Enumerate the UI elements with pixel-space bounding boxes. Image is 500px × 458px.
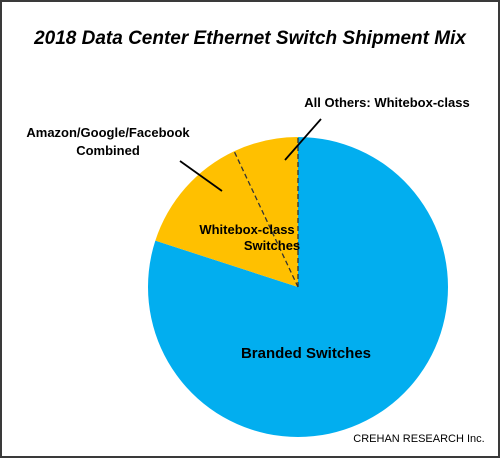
slice-divider-dashed xyxy=(233,150,299,288)
source-credit: CREHAN RESEARCH Inc. xyxy=(353,433,484,445)
slice-amazon-google-facebook xyxy=(155,151,298,287)
annotation-amazon-line1: Amazon/Google/Facebook xyxy=(26,125,190,140)
leader-line-amazon xyxy=(179,160,223,192)
annotation-amazon-line2: Combined xyxy=(76,143,140,158)
slice-label-branded: Branded Switches xyxy=(241,345,371,362)
annotation-all-others: All Others: Whitebox-class xyxy=(304,95,469,110)
chart-title: 2018 Data Center Ethernet Switch Shipmen… xyxy=(33,28,467,49)
pie-slices xyxy=(147,137,448,437)
slice-all-others-whitebox xyxy=(234,137,298,287)
slice-label-whitebox-line1: Whitebox-class xyxy=(199,222,294,237)
slice-label-whitebox-line2: Switches xyxy=(244,238,300,253)
leader-line-all-others xyxy=(284,118,322,161)
